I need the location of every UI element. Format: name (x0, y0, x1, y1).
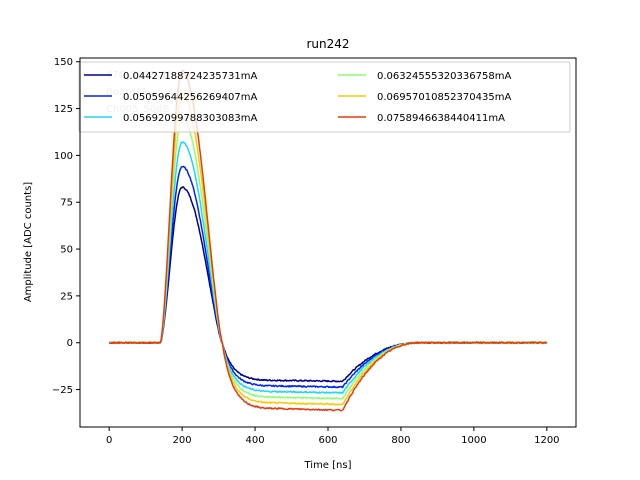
y-tick-label: −25 (52, 385, 73, 396)
x-tick-label: 800 (391, 435, 410, 446)
x-tick-label: 600 (318, 435, 337, 446)
x-tick-label: 1200 (534, 435, 559, 446)
legend-label: 0.0758946638440411mA (377, 113, 505, 124)
x-tick-label: 400 (246, 435, 265, 446)
legend-label: 0.04427188724235731mA (123, 71, 257, 82)
legend-label: 0.06957010852370435mA (377, 92, 511, 103)
y-tick-label: 75 (60, 198, 73, 209)
chart-title: run242 (306, 37, 349, 51)
legend-label: 0.05059644256269407mA (123, 92, 257, 103)
y-tick-label: 100 (54, 151, 73, 162)
y-axis-label: Amplitude [ADC counts] (23, 182, 34, 302)
x-axis: 0 200 400 600 800 1000 1200 (106, 427, 560, 446)
y-tick-label: 150 (54, 57, 73, 68)
x-tick-label: 0 (106, 435, 112, 446)
y-tick-label: 25 (60, 291, 73, 302)
x-tick-label: 1000 (461, 435, 486, 446)
legend-label: 0.05692099788303083mA (123, 113, 257, 124)
legend-box (78, 61, 571, 133)
legend: 0.04427188724235731mA 0.05059644256269407… (78, 61, 571, 133)
x-tick-label: 200 (173, 435, 192, 446)
y-tick-label: 0 (67, 338, 73, 349)
x-axis-label: Time [ns] (303, 460, 351, 471)
y-tick-label: 125 (54, 104, 73, 115)
legend-label: 0.06324555320336758mA (377, 71, 511, 82)
y-tick-label: 50 (60, 245, 73, 256)
y-axis: −25 0 25 50 75 100 125 150 (52, 57, 80, 396)
